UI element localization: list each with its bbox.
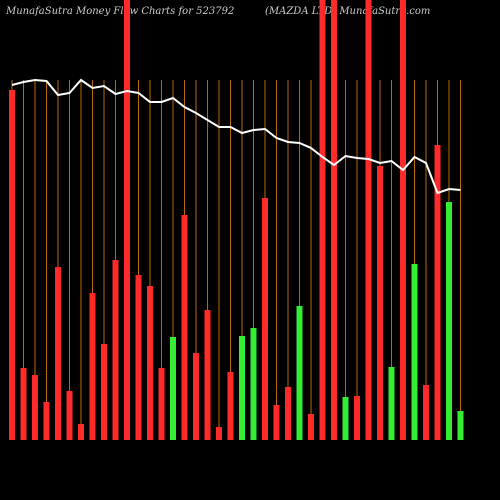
- bar: [193, 353, 199, 440]
- bar: [319, 0, 326, 440]
- bar: [20, 368, 27, 440]
- bar: [55, 267, 61, 440]
- bar: [43, 402, 50, 440]
- bar: [112, 260, 119, 440]
- bar: [250, 328, 257, 440]
- bar: [400, 0, 406, 440]
- bar: [365, 0, 372, 440]
- bar: [216, 427, 222, 440]
- bar: [285, 387, 291, 440]
- chart-subtitle: (MAZDA LTD) MunafaSutra.com: [265, 6, 430, 17]
- bar: [181, 215, 188, 440]
- bar: [89, 293, 96, 440]
- bar: [377, 166, 383, 440]
- bar: [147, 286, 153, 440]
- chart-title: MunafaSutra Money Flow Charts for 523792: [5, 6, 234, 17]
- bar: [204, 310, 211, 440]
- bar: [158, 368, 165, 440]
- bar: [354, 396, 360, 440]
- bar: [9, 90, 15, 440]
- bar: [273, 405, 280, 440]
- bar: [135, 275, 142, 440]
- bar: [66, 391, 73, 440]
- bar: [124, 0, 130, 440]
- bar: [239, 336, 245, 440]
- bar: [434, 145, 441, 440]
- bar: [411, 264, 418, 440]
- bar: [457, 411, 464, 440]
- bar: [262, 198, 268, 440]
- price-line: [11, 78, 461, 195]
- bar: [78, 424, 84, 440]
- bar: [32, 375, 38, 440]
- bar: [170, 337, 176, 440]
- bar: [423, 385, 429, 440]
- bar: [308, 414, 314, 440]
- bar: [446, 202, 452, 440]
- bar: [227, 372, 234, 440]
- bar: [342, 397, 349, 440]
- bar: [101, 344, 107, 440]
- bar: [331, 0, 337, 440]
- bar: [296, 306, 303, 440]
- bar: [388, 367, 395, 440]
